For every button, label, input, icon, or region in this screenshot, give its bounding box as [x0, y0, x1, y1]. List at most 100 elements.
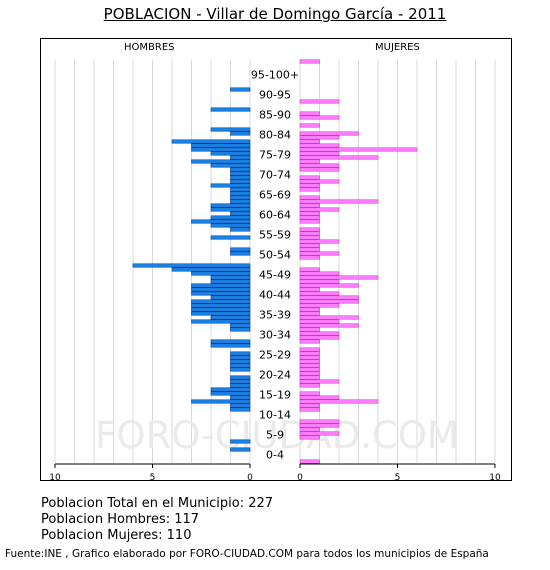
age-group-label: 75-79 [259, 149, 291, 162]
bar-mujeres-age-86 [299, 115, 340, 120]
bar-mujeres-age-65 [299, 199, 379, 204]
bar-mujeres-age-79 [299, 143, 340, 148]
bar-mujeres-age-60 [299, 219, 320, 224]
bar-mujeres-age-14 [299, 403, 320, 408]
bar-hombres-age-52 [230, 251, 251, 256]
bar-mujeres-age-100 [299, 59, 320, 64]
bar-mujeres-age-43 [299, 287, 320, 292]
header-hombres: HOMBRES [124, 42, 175, 53]
bar-mujeres-age-66 [299, 195, 320, 200]
x-tick-label: 0 [297, 473, 303, 483]
bar-hombres-age-60 [191, 219, 251, 224]
bar-mujeres-age-57 [299, 231, 320, 236]
bar-hombres-age-34 [230, 323, 251, 328]
bar-hombres-age-40 [191, 299, 251, 304]
bar-mujeres-age-20 [299, 379, 340, 384]
bar-hombres-age-82 [230, 131, 251, 136]
age-group-label: 20-24 [259, 369, 291, 382]
bar-hombres-age-18 [210, 387, 251, 392]
summary-hombres: Poblacion Hombres: 117 [41, 512, 200, 527]
bar-mujeres-age-17 [299, 391, 320, 396]
bar-hombres-age-80 [171, 139, 251, 144]
bar-hombres-age-42 [191, 291, 251, 296]
bar-mujeres-age-82 [299, 131, 359, 136]
summary-total: Poblacion Total en el Municipio: 227 [41, 496, 274, 511]
bar-hombres-age-36 [210, 315, 251, 320]
bar-mujeres-age-44 [299, 283, 359, 288]
page-title: POBLACION - Villar de Domingo García - 2… [103, 5, 447, 23]
age-group-label: 80-84 [259, 129, 291, 142]
bar-mujeres-age-23 [299, 367, 320, 372]
bar-hombres-age-45 [210, 279, 251, 284]
bar-mujeres-age-76 [299, 155, 379, 160]
bar-hombres-age-46 [210, 275, 251, 280]
x-tick-label: 5 [150, 473, 156, 483]
bar-hombres-age-14 [230, 403, 251, 408]
age-group-label: 70-74 [259, 169, 291, 182]
bar-mujeres-age-46 [299, 275, 379, 280]
bar-hombres-age-93 [230, 87, 251, 92]
bar-hombres-age-70 [230, 179, 251, 184]
bar-mujeres-age-21 [299, 375, 320, 380]
bar-mujeres-age-37 [299, 311, 320, 316]
bar-hombres-age-78 [191, 147, 251, 152]
bar-mujeres-age-74 [299, 163, 340, 168]
bar-hombres-age-76 [230, 155, 251, 160]
bar-mujeres-age-39 [299, 303, 340, 308]
bar-hombres-age-61 [210, 215, 251, 220]
bar-mujeres-age-31 [299, 335, 340, 340]
bar-mujeres-age-71 [299, 175, 320, 180]
age-group-label: 10-14 [259, 409, 291, 422]
bar-mujeres-age-90 [299, 99, 340, 104]
bar-hombres-age-13 [230, 407, 251, 412]
bar-hombres-age-16 [230, 395, 251, 400]
age-group-label: 30-34 [259, 329, 291, 342]
age-group-label: 65-69 [259, 189, 291, 202]
age-group-label: 40-44 [259, 289, 291, 302]
bar-hombres-age-30 [210, 339, 251, 344]
source-note: Fuente:INE , Grafico elaborado por FORO-… [5, 548, 489, 560]
bar-mujeres-age-24 [299, 363, 320, 368]
bar-mujeres-age-47 [299, 271, 340, 276]
bar-hombres-age-37 [191, 311, 251, 316]
bar-hombres-age-49 [132, 263, 251, 268]
bar-mujeres-age-87 [299, 111, 320, 116]
bar-mujeres-age-78 [299, 147, 418, 152]
bar-mujeres-age-63 [299, 207, 340, 212]
bar-hombres-age-65 [230, 199, 251, 204]
bar-hombres-age-63 [210, 207, 251, 212]
bar-hombres-age-83 [210, 127, 251, 132]
bar-mujeres-age-40 [299, 299, 359, 304]
bar-mujeres-age-54 [299, 243, 320, 248]
age-group-label: 60-64 [259, 209, 291, 222]
bar-hombres-age-66 [230, 195, 251, 200]
bar-mujeres-age-51 [299, 255, 320, 260]
bar-mujeres-age-80 [299, 139, 320, 144]
age-group-label: 15-19 [259, 389, 291, 402]
bar-mujeres-age-84 [299, 123, 320, 128]
bar-hombres-age-39 [191, 303, 251, 308]
bar-mujeres-age-69 [299, 183, 320, 188]
age-group-label: 95-100+ [251, 69, 299, 82]
x-tick-label: 10 [49, 473, 61, 483]
bar-mujeres-age-22 [299, 371, 320, 376]
bar-mujeres-age-19 [299, 383, 320, 388]
bar-hombres-age-71 [230, 175, 251, 180]
bar-hombres-age-56 [210, 235, 251, 240]
bar-mujeres-age-45 [299, 279, 340, 284]
bar-mujeres-age-25 [299, 359, 320, 364]
bar-hombres-age-25 [230, 359, 251, 364]
bar-hombres-age-20 [230, 379, 251, 384]
bar-mujeres-age-28 [299, 347, 320, 352]
age-group-label: 55-59 [259, 229, 291, 242]
bar-hombres-age-5 [230, 439, 251, 444]
bar-hombres-age-15 [191, 399, 251, 404]
age-group-label: 5-9 [266, 429, 284, 442]
bar-hombres-age-3 [230, 447, 251, 452]
bar-mujeres-age-27 [299, 351, 320, 356]
age-group-label: 45-49 [259, 269, 291, 282]
bar-mujeres-age-16 [299, 395, 340, 400]
bar-mujeres-age-7 [299, 431, 340, 436]
bar-mujeres-age-75 [299, 159, 320, 164]
header-mujeres: MUJERES [375, 42, 420, 53]
